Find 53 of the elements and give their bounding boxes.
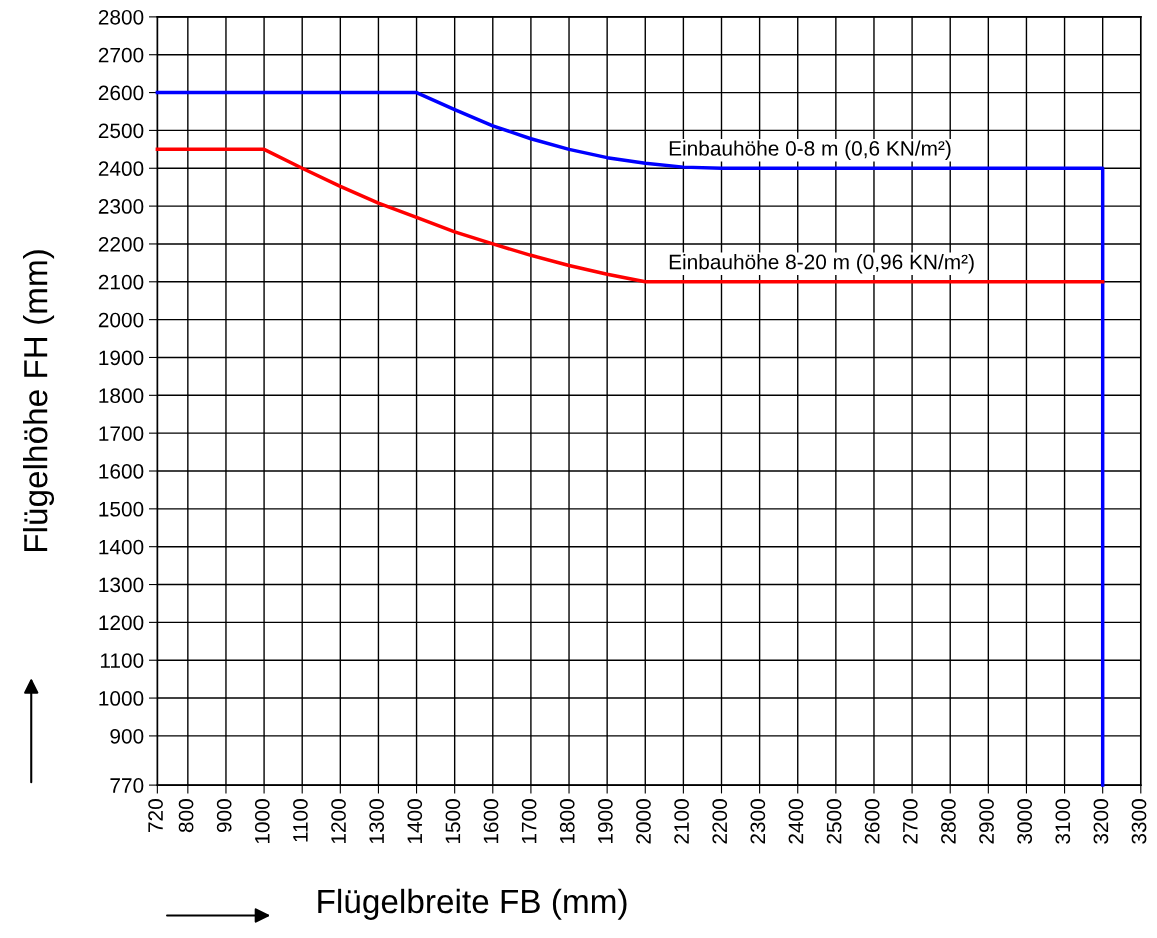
y-tick-label: 2500 xyxy=(98,123,144,139)
y-tick-label: 770 xyxy=(110,778,144,793)
x-axis-title: Flügelbreite FB (mm) xyxy=(318,888,627,920)
y-axis-title: Flügelhöhe FH (mm) xyxy=(23,250,55,552)
x-tick-label: 1200 xyxy=(331,799,346,844)
y-tick-label: 2000 xyxy=(98,312,144,328)
x-tick-label: 2100 xyxy=(674,799,689,844)
x-tick-label: 1900 xyxy=(597,799,613,844)
y-tick-label: 1400 xyxy=(99,539,144,555)
x-tick-label: 900 xyxy=(216,799,232,833)
x-tick-label: 1100 xyxy=(293,799,308,842)
x-tick-label: 2600 xyxy=(864,799,880,844)
x-tick-label: 2500 xyxy=(826,799,842,844)
y-tick-label: 1500 xyxy=(99,501,144,517)
x-tick-label: 720 xyxy=(148,799,163,832)
y-tick-label: 1300 xyxy=(99,577,144,593)
x-tick-label: 1700 xyxy=(521,799,537,844)
x-tick-label: 2800 xyxy=(941,799,956,844)
y-tick-label: 2100 xyxy=(98,274,144,290)
x-tick-label: 2000 xyxy=(636,799,651,844)
x-tick-label: 1300 xyxy=(369,799,385,844)
y-tick-label: 1700 xyxy=(99,426,144,441)
y-tick-label: 1000 xyxy=(99,691,144,706)
x-tick-label: 2200 xyxy=(712,799,728,844)
y-tick-label: 1200 xyxy=(99,615,144,631)
line-series xyxy=(155,90,1105,787)
x-tick-label: 2900 xyxy=(979,799,994,844)
y-tick-label: 1800 xyxy=(99,388,144,404)
y-tick-label: 2700 xyxy=(98,47,144,63)
annotation: Einbauhöhe 8-20 m (0,96 KN/m²) xyxy=(669,254,974,274)
x-tick-label: 2300 xyxy=(750,799,766,844)
x-tick-label: 1800 xyxy=(559,799,575,844)
x-tick-label: 3100 xyxy=(1055,799,1071,844)
annotation: Einbauhöhe 0-8 m (0,6 KN/m²) xyxy=(669,140,951,160)
x-tick-label: 1400 xyxy=(407,799,423,844)
x-tick-label: 3200 xyxy=(1093,799,1109,844)
y-tick-label: 2400 xyxy=(98,161,144,177)
x-tick-label: 800 xyxy=(178,799,194,833)
y-tick-label: 900 xyxy=(110,728,144,744)
x-tick-label: 1500 xyxy=(445,799,461,844)
y-tick-label: 1900 xyxy=(99,350,144,366)
x-tick-label: 2700 xyxy=(902,799,918,844)
x-tick-label: 2400 xyxy=(788,799,804,844)
x-tick-label: 3000 xyxy=(1017,799,1033,844)
y-tick-label: 2600 xyxy=(98,85,144,101)
x-tick-label: 1000 xyxy=(254,799,270,844)
y-tick-label: 1100 xyxy=(100,653,144,668)
y-tick-label: 1600 xyxy=(99,464,144,479)
x-tick-label: 3300 xyxy=(1131,799,1147,844)
y-tick-label: 2300 xyxy=(98,199,144,214)
y-tick-label: 2200 xyxy=(98,236,144,252)
x-tick-label: 1600 xyxy=(483,799,499,844)
y-tick-label: 2800 xyxy=(98,9,144,25)
